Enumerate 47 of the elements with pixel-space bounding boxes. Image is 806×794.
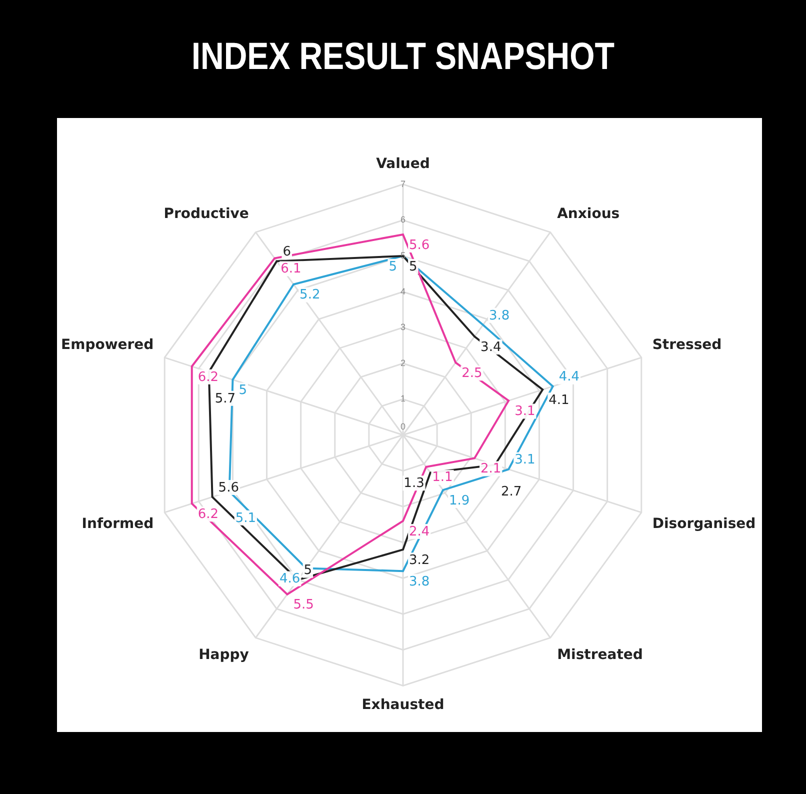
data-label: 5	[238, 383, 248, 398]
data-label: 5.2	[300, 288, 320, 303]
chart-title: INDEX RESULT SNAPSHOT	[190, 36, 616, 79]
spoke-label: Stressed	[652, 337, 722, 354]
data-label: 3.4	[480, 340, 502, 355]
spoke-label: Disorganised	[652, 516, 756, 532]
data-label: 6	[282, 244, 291, 260]
data-label: 3.8	[488, 308, 510, 324]
y-tick-label: 4	[400, 286, 406, 296]
data-label: 4.6	[280, 572, 300, 587]
data-label: 5	[304, 563, 312, 578]
spoke-label: Mistreated	[557, 647, 643, 664]
y-tick-label: 3	[400, 322, 406, 332]
data-label: 6.1	[280, 262, 302, 277]
spoke-label: Exhausted	[362, 697, 444, 714]
data-label: 5.1	[235, 510, 256, 526]
y-tick-label: 0	[400, 421, 406, 432]
y-tick-label: 1	[400, 394, 406, 404]
data-label: 1.3	[404, 476, 424, 492]
data-label: 3.2	[409, 552, 430, 568]
data-label: 6.2	[198, 370, 219, 385]
data-label: 5.5	[293, 598, 314, 613]
data-label: 3.1	[514, 404, 536, 420]
data-label: 1.9	[448, 493, 470, 508]
data-label: 3.1	[514, 452, 536, 468]
data-label: 5.6	[409, 238, 430, 253]
y-tick-label: 7	[400, 178, 406, 189]
spoke-label: Valued	[376, 156, 430, 172]
data-label: 2.5	[462, 366, 482, 381]
data-label: 4.1	[548, 393, 570, 408]
data-label: 5.7	[214, 391, 236, 406]
data-label: 6.2	[198, 506, 219, 522]
spoke-label: Empowered	[61, 337, 154, 354]
data-label: 4.4	[558, 370, 580, 385]
spoke-label: Happy	[198, 647, 249, 664]
spoke-label: Productive	[164, 206, 249, 222]
spoke-label: Informed	[82, 516, 154, 532]
data-label: 2.4	[409, 524, 430, 540]
data-label: 5.6	[218, 480, 239, 496]
y-tick-label: 2	[400, 358, 406, 368]
data-label: 1.1	[432, 470, 453, 486]
y-tick-label: 5	[400, 250, 406, 260]
data-label: 2.7	[500, 484, 522, 500]
y-tick-label: 6	[400, 214, 406, 225]
data-label: 2.1	[480, 462, 502, 477]
spoke-label: Anxious	[557, 206, 620, 222]
data-label: 3.8	[409, 574, 430, 590]
